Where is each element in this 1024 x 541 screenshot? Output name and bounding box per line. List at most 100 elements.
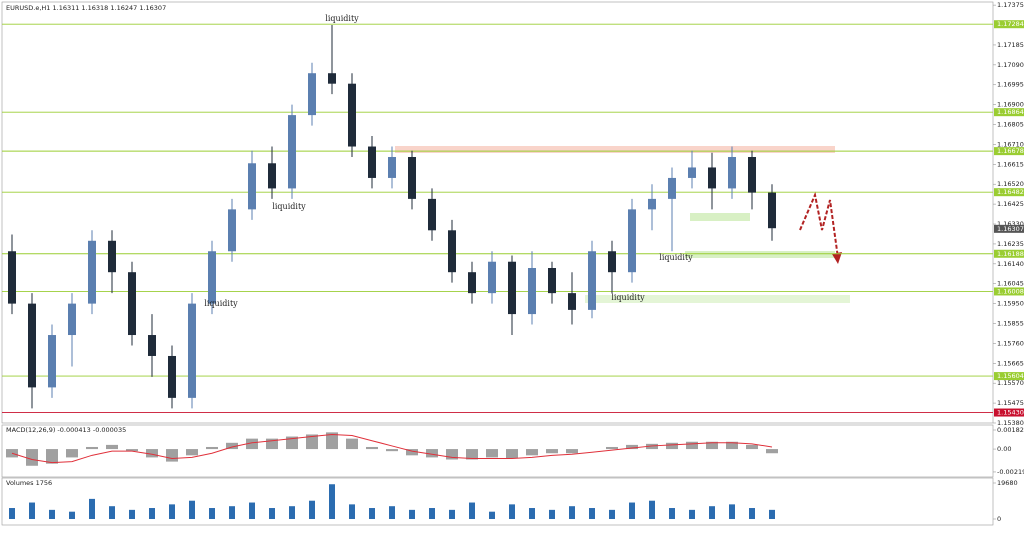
- candle-body: [48, 335, 56, 388]
- volume-bar: [269, 508, 275, 519]
- volume-bar: [289, 506, 295, 519]
- candle-body: [348, 83, 356, 147]
- macd-bar: [106, 444, 118, 450]
- candle-body: [768, 192, 776, 229]
- candle-body: [488, 261, 496, 294]
- candle-body: [648, 198, 656, 210]
- candle-body: [628, 209, 636, 273]
- candle-body: [188, 303, 196, 398]
- volume-bar: [709, 506, 715, 519]
- macd-bar: [766, 449, 778, 454]
- macd-bar: [666, 442, 678, 450]
- y-tick-label: 1.16520: [997, 180, 1024, 188]
- y-tick-label: 1.17090: [997, 61, 1024, 69]
- candle-body: [568, 293, 576, 310]
- macd-bar: [386, 449, 398, 452]
- volume-bar: [389, 506, 395, 519]
- candle-body: [8, 251, 16, 304]
- price-panel: [1, 1, 994, 424]
- price-tag: [994, 224, 1024, 233]
- candle-body: [228, 209, 236, 252]
- volume-panel: [1, 477, 994, 526]
- candle-body: [68, 303, 76, 336]
- volume-bar: [149, 508, 155, 519]
- volume-bar: [629, 502, 635, 519]
- volume-bar: [669, 508, 675, 519]
- macd-bar: [66, 449, 78, 458]
- candle-body: [128, 272, 136, 336]
- y-tick-label: 1.15950: [997, 300, 1024, 308]
- candle-body: [528, 268, 536, 315]
- candle-body: [608, 251, 616, 273]
- volume-bar: [349, 504, 355, 519]
- level-label: 1.16864: [997, 108, 1024, 116]
- candle-body: [428, 198, 436, 231]
- y-tick-label: 0.00: [997, 445, 1011, 453]
- candle-body: [728, 156, 736, 189]
- level-tag: [994, 188, 1024, 197]
- y-tick-label: 0: [997, 515, 1001, 523]
- level-tag: [994, 20, 1024, 29]
- candle-body: [308, 73, 316, 116]
- candle-body: [448, 230, 456, 273]
- y-tick-label: 1.16140: [997, 260, 1024, 268]
- volume-bar: [129, 509, 135, 519]
- volume-bar: [249, 502, 255, 519]
- support-label: 1.15430: [997, 409, 1024, 417]
- volume-bar: [109, 506, 115, 519]
- volume-bar: [49, 509, 55, 519]
- candle-body: [88, 240, 96, 304]
- candle-body: [548, 268, 556, 294]
- macd-bar: [166, 449, 178, 462]
- volume-bar: [509, 504, 515, 519]
- y-tick-label: 1.17375: [997, 1, 1024, 9]
- annotation: liquidity: [325, 14, 359, 23]
- volume-bar: [29, 502, 35, 519]
- forecast-arrow: [799, 191, 839, 259]
- y-tick-label: 1.15855: [997, 320, 1024, 328]
- y-tick-label: 1.16805: [997, 121, 1024, 129]
- volume-bar: [229, 506, 235, 519]
- level-label: 1.16482: [997, 188, 1024, 196]
- y-tick-label: 0.001827: [997, 426, 1024, 434]
- macd-bar: [746, 444, 758, 450]
- macd-bar: [266, 438, 278, 450]
- volume-bar: [189, 500, 195, 519]
- volume-bar: [569, 506, 575, 519]
- macd-title: MACD(12,26,9) -0.000413 -0.000035: [6, 426, 126, 434]
- macd-bar: [606, 446, 618, 450]
- volume-bar: [529, 508, 535, 519]
- demand-zone: [690, 213, 750, 221]
- macd-bar: [126, 449, 138, 452]
- candle-body: [208, 251, 216, 304]
- volume-bar: [89, 498, 95, 519]
- volume-bar: [749, 508, 755, 519]
- candle-body: [468, 272, 476, 294]
- volume-bar: [649, 500, 655, 519]
- macd-bar: [566, 449, 578, 454]
- macd-bar: [346, 438, 358, 450]
- candle-body: [328, 73, 336, 84]
- level-label: 1.15604: [997, 372, 1024, 380]
- volume-bar: [429, 508, 435, 519]
- y-tick-label: 1.16615: [997, 160, 1024, 168]
- candle-body: [408, 156, 416, 199]
- macd-bar: [486, 449, 498, 458]
- arrow-head: [832, 252, 842, 264]
- liquidity-zone: [685, 251, 835, 258]
- candle-body: [588, 251, 596, 310]
- macd-bar: [466, 449, 478, 460]
- level-tag: [994, 287, 1024, 296]
- y-tick-label: 19680: [997, 479, 1018, 487]
- level-tag: [994, 249, 1024, 258]
- chart-title: EURUSD.e,H1 1.16311 1.16318 1.16247 1.16…: [6, 4, 166, 12]
- macd-bar: [306, 434, 318, 450]
- y-tick-label: 1.15380: [997, 419, 1024, 427]
- candle-body: [388, 156, 396, 178]
- candle-body: [248, 163, 256, 210]
- volume-bar: [209, 508, 215, 519]
- y-tick-label: 1.16995: [997, 81, 1024, 89]
- y-tick-label: 1.15570: [997, 379, 1024, 387]
- macd-bar: [526, 449, 538, 456]
